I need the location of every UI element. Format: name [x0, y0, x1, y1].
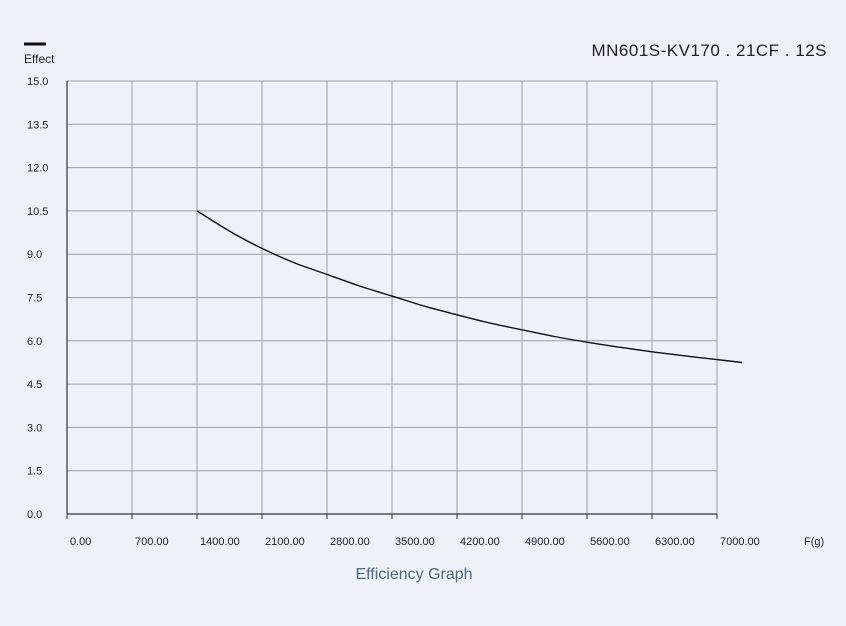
x-axis-label: F(g) [804, 536, 824, 548]
x-tick-label: 4200.00 [460, 536, 500, 548]
y-tick-label: 0.0 [27, 509, 42, 521]
y-tick-label: 15.0 [27, 76, 48, 88]
x-tick-label: 6300.00 [655, 536, 695, 548]
x-tick-label: 3500.00 [395, 536, 435, 548]
grid [67, 80, 718, 514]
y-tick-label: 1.5 [27, 466, 42, 478]
y-axis-label: Effect [24, 52, 55, 66]
y-tick-label: 6.0 [27, 336, 42, 348]
series-group [196, 210, 743, 364]
y-tick-label: 10.5 [27, 206, 48, 218]
chart-title: MN601S-KV170 . 21CF . 12S [591, 41, 827, 60]
axes [66, 81, 718, 519]
x-tick-label: 1400.00 [200, 536, 240, 548]
y-tick-labels: 15.0 13.5 12.0 10.5 9.0 7.5 6.0 4.5 3.0 1.5 0.0 [27, 76, 48, 521]
y-tick-label: 13.5 [27, 119, 48, 131]
x-tick-labels: 0.00 700.00 1400.00 2100.00 2800.00 3500.00 42… [70, 536, 760, 548]
x-tick-label: 0.00 [70, 536, 91, 548]
y-tick-label: 12.0 [27, 163, 48, 175]
x-tick-label: 2800.00 [330, 536, 370, 548]
chart-caption: Efficiency Graph [355, 566, 472, 583]
series-line [196, 210, 743, 364]
y-tick-label: 9.0 [27, 249, 42, 261]
y-tick-label: 3.0 [27, 422, 42, 434]
x-tick-label: 700.00 [135, 536, 169, 548]
y-tick-label: 7.5 [27, 293, 42, 305]
x-tick-label: 7000.00 [720, 536, 760, 548]
y-tick-label: 4.5 [27, 379, 42, 391]
x-tick-label: 4900.00 [525, 536, 565, 548]
legend: Effect [24, 42, 55, 66]
x-tick-label: 5600.00 [590, 536, 630, 548]
x-tick-label: 2100.00 [265, 536, 305, 548]
